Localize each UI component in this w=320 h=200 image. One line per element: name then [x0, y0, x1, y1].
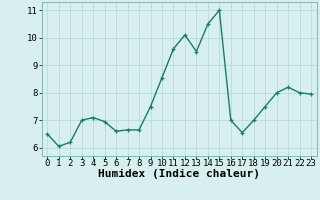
- X-axis label: Humidex (Indice chaleur): Humidex (Indice chaleur): [98, 169, 260, 179]
